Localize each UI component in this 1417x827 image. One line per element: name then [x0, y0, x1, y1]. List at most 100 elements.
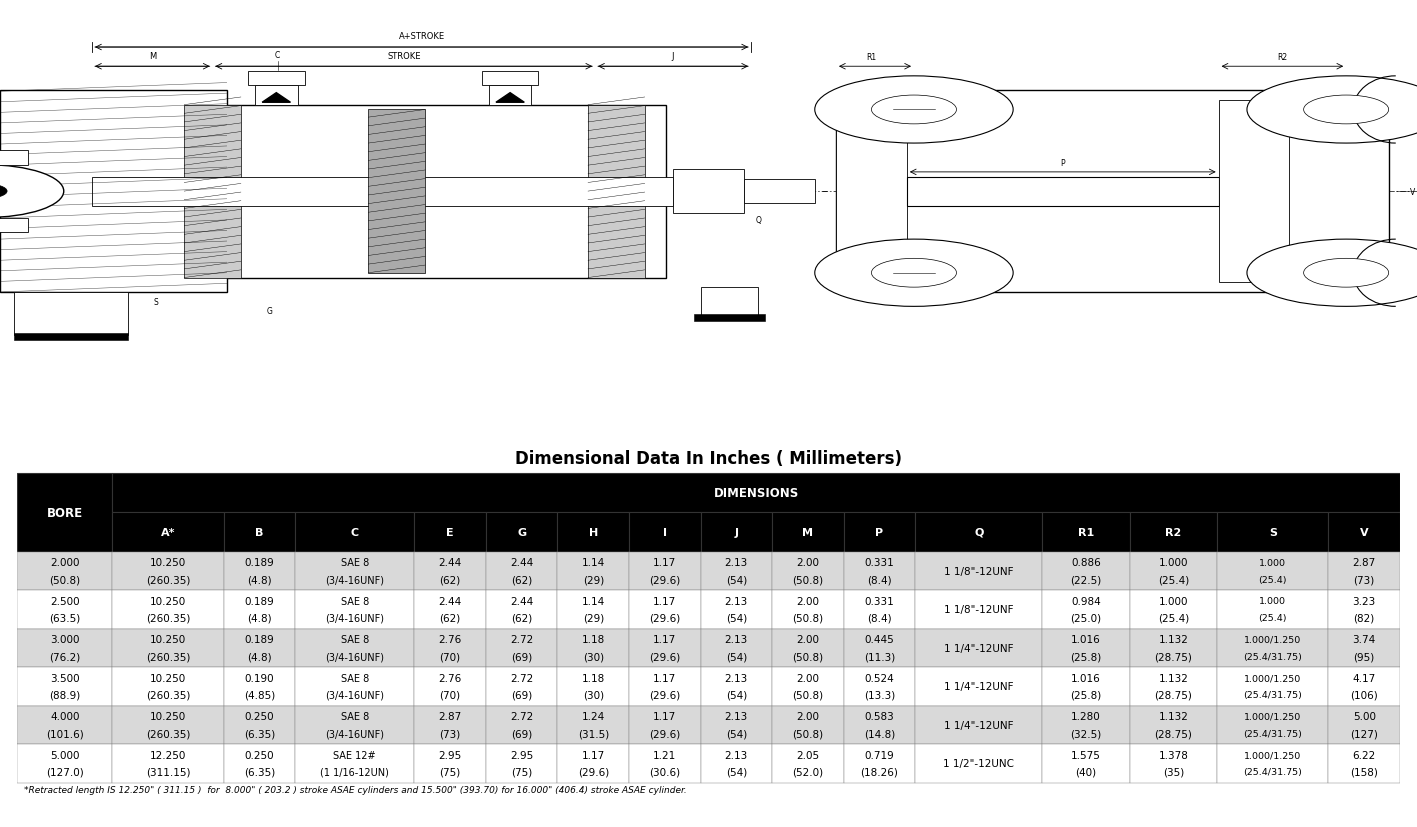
Bar	[915, 629, 1043, 667]
Text: 10.250: 10.250	[150, 673, 186, 683]
Text: SAE 8: SAE 8	[340, 711, 368, 721]
Bar	[224, 744, 295, 782]
Text: (50.8): (50.8)	[792, 575, 823, 585]
Text: (50.8): (50.8)	[792, 652, 823, 662]
Text: (4.8): (4.8)	[247, 575, 272, 585]
Text: (127): (127)	[1350, 729, 1379, 739]
Text: (25.4/31.75): (25.4/31.75)	[1243, 729, 1302, 738]
Bar	[915, 552, 1043, 590]
Text: 2.500: 2.500	[50, 596, 79, 606]
Text: 2.05: 2.05	[796, 750, 819, 760]
Text: 0.583: 0.583	[864, 711, 894, 721]
Text: (25.4): (25.4)	[1158, 613, 1189, 624]
Bar	[248, 72, 305, 86]
Text: J: J	[734, 528, 738, 538]
Text: 2.87: 2.87	[1353, 558, 1376, 568]
Bar	[224, 552, 295, 590]
Text: 1.132: 1.132	[1159, 634, 1189, 645]
Bar	[1043, 513, 1129, 552]
Text: (54): (54)	[726, 652, 747, 662]
Text: (54): (54)	[726, 690, 747, 700]
Text: (70): (70)	[439, 652, 461, 662]
Bar	[486, 667, 557, 705]
Bar	[112, 552, 224, 590]
Text: (25.0): (25.0)	[1070, 613, 1101, 624]
Text: E: E	[446, 528, 453, 538]
Text: 1.000/1.250: 1.000/1.250	[1244, 751, 1301, 759]
Text: J: J	[672, 52, 674, 61]
Text: (260.35): (260.35)	[146, 690, 190, 700]
Text: (62): (62)	[439, 575, 461, 585]
Text: *Retracted length IS 12.250" ( 311.15 )  for  8.000" ( 203.2 ) stroke ASAE cylin: *Retracted length IS 12.250" ( 311.15 ) …	[24, 786, 687, 795]
Text: 1.17: 1.17	[653, 596, 676, 606]
Text: SAE 8: SAE 8	[340, 634, 368, 645]
Bar	[700, 552, 772, 590]
Bar	[1217, 629, 1329, 667]
Text: 2.95: 2.95	[510, 750, 533, 760]
Bar	[1329, 590, 1400, 629]
Text: (29.6): (29.6)	[649, 652, 680, 662]
Text: 2.72: 2.72	[510, 673, 533, 683]
Text: (11.3): (11.3)	[864, 652, 896, 662]
Text: 0.886: 0.886	[1071, 558, 1101, 568]
Text: 2.00: 2.00	[796, 673, 819, 683]
Text: M: M	[149, 52, 156, 61]
Text: 1.016: 1.016	[1071, 673, 1101, 683]
Bar	[184, 106, 241, 278]
Circle shape	[0, 184, 7, 199]
Bar	[772, 744, 843, 782]
Circle shape	[1247, 240, 1417, 307]
Text: 10.250: 10.250	[150, 634, 186, 645]
Text: 5.00: 5.00	[1353, 711, 1376, 721]
Text: SAE 12#: SAE 12#	[333, 750, 376, 760]
Text: (3/4-16UNF): (3/4-16UNF)	[326, 575, 384, 585]
Text: (25.8): (25.8)	[1070, 690, 1101, 700]
Bar	[1217, 744, 1329, 782]
Bar	[843, 744, 915, 782]
Text: Dimensional Data In Inches ( Millimeters): Dimensional Data In Inches ( Millimeters…	[514, 449, 903, 467]
Bar	[700, 590, 772, 629]
Bar	[557, 705, 629, 744]
Text: (69): (69)	[512, 652, 533, 662]
Text: (158): (158)	[1350, 767, 1379, 777]
Text: 1.000: 1.000	[1260, 558, 1287, 567]
Text: (29): (29)	[582, 575, 604, 585]
Bar	[17, 705, 112, 744]
Text: (29.6): (29.6)	[649, 729, 680, 739]
Bar	[112, 705, 224, 744]
Bar	[700, 667, 772, 705]
Text: R1: R1	[1078, 528, 1094, 538]
Bar	[700, 744, 772, 782]
Text: (50.8): (50.8)	[792, 729, 823, 739]
Text: (260.35): (260.35)	[146, 652, 190, 662]
Text: (95): (95)	[1353, 652, 1374, 662]
Bar	[0, 218, 28, 232]
Text: 10.250: 10.250	[150, 558, 186, 568]
Bar	[255, 86, 298, 106]
Bar	[486, 629, 557, 667]
Text: (311.15): (311.15)	[146, 767, 190, 777]
Text: 0.524: 0.524	[864, 673, 894, 683]
Text: (54): (54)	[726, 767, 747, 777]
Text: (28.75): (28.75)	[1155, 729, 1193, 739]
Bar	[1129, 744, 1217, 782]
Text: (1 1/16-12UN): (1 1/16-12UN)	[320, 767, 390, 777]
Text: (73): (73)	[1353, 575, 1374, 585]
Text: (50.8): (50.8)	[792, 613, 823, 624]
Text: (4.8): (4.8)	[247, 613, 272, 624]
Text: 1.000: 1.000	[1159, 596, 1189, 606]
Bar	[629, 513, 700, 552]
Bar	[629, 667, 700, 705]
Bar	[112, 590, 224, 629]
Bar	[92, 178, 673, 206]
Text: (28.75): (28.75)	[1155, 690, 1193, 700]
Text: 0.189: 0.189	[245, 634, 275, 645]
Text: 1 1/4"-12UNF: 1 1/4"-12UNF	[944, 643, 1013, 653]
Text: (50.8): (50.8)	[50, 575, 81, 585]
Text: (3/4-16UNF): (3/4-16UNF)	[326, 690, 384, 700]
Bar	[1329, 744, 1400, 782]
Bar	[1043, 629, 1129, 667]
Text: 2.13: 2.13	[724, 750, 748, 760]
Bar	[17, 629, 112, 667]
Text: (70): (70)	[439, 690, 461, 700]
